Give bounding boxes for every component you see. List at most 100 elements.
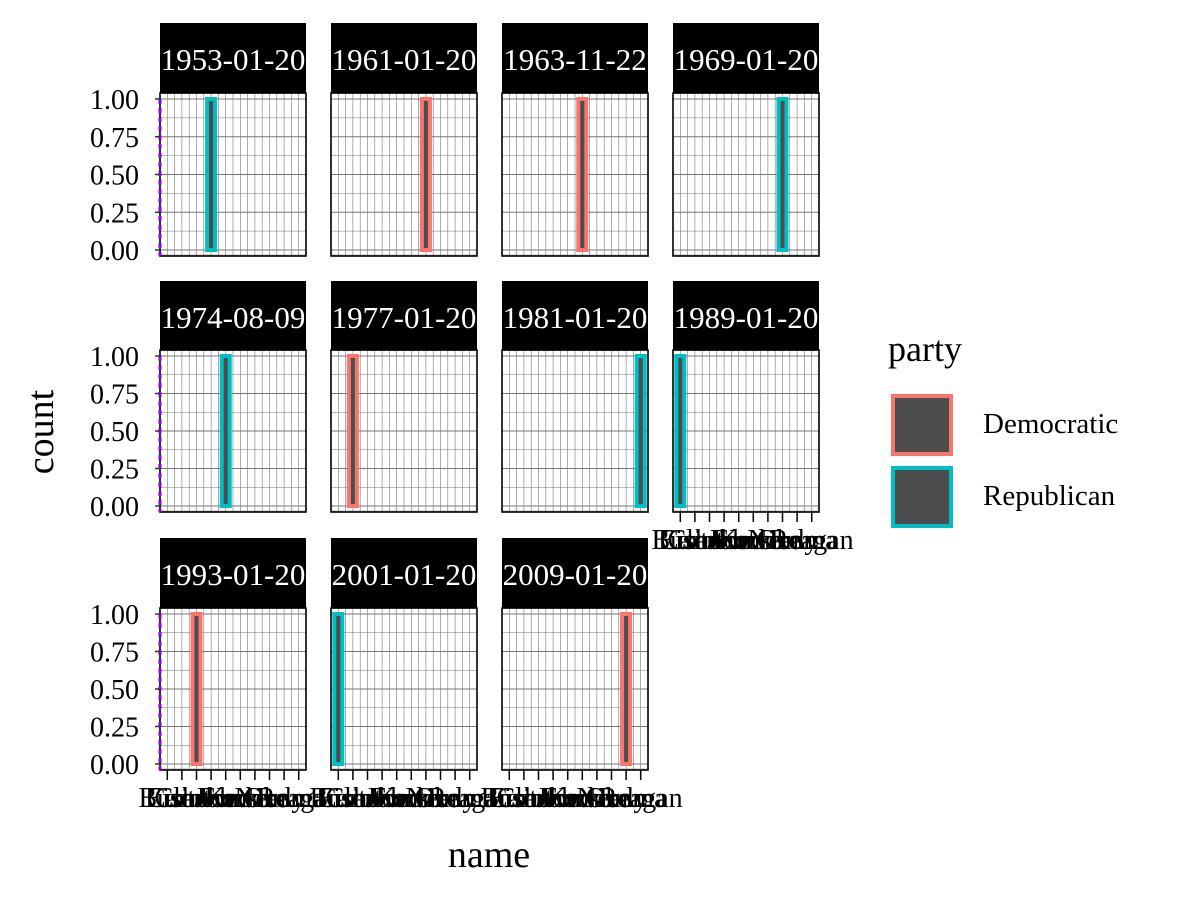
bar-johnson-1963-11-22 (576, 97, 589, 252)
y-tick-label: 0.50 (90, 161, 139, 192)
panel-1963-11-22-strip-label: 1963-11-22 (503, 42, 647, 77)
x-tick-label-kennedy: Kennedy (375, 783, 476, 814)
x-tick-label-carter: Carter (318, 783, 389, 814)
panel-1969-01-20-grid (672, 93, 820, 256)
y-tick-label: 0.75 (90, 380, 139, 411)
panel-1953-01-20: 1953-01-20 (159, 23, 307, 257)
panel-1961-01-20-strip-label: 1961-01-20 (332, 42, 477, 77)
panel-1977-01-20-strip (331, 281, 477, 350)
panel-1977-01-20-strip-label: 1977-01-20 (332, 300, 477, 335)
y-tick-label: 0.25 (90, 455, 139, 486)
x-tick-label-bush: Bush (481, 783, 539, 814)
panel-1981-01-20: 1981-01-20 (501, 281, 649, 513)
panel-1981-01-20-grid (501, 350, 649, 512)
y-tick-label: 0.25 (90, 198, 139, 229)
y-tick-label: 0.00 (90, 236, 139, 267)
panel-1989-01-20-strip-label: 1989-01-20 (674, 300, 819, 335)
legend-label-democratic: Democratic (983, 408, 1119, 440)
legend-item-democratic: Democratic (886, 394, 1186, 464)
x-tick-label-carter: Carter (489, 783, 560, 814)
y-tick-label: 0.50 (90, 417, 139, 448)
x-tick-label-bush: Bush (652, 525, 710, 556)
panel-1989-01-20-border (672, 349, 820, 513)
panel-1993-01-20-strip (160, 538, 306, 608)
panel-1974-08-09-strip (160, 281, 306, 350)
y-axis-title: count (20, 389, 62, 474)
x-tick-label-johnson: Johnson (365, 783, 457, 814)
bar-reagan-1981-01-20 (634, 354, 647, 508)
panel-1963-11-22-border (501, 92, 649, 257)
panel-1961-01-20-grid (330, 93, 478, 256)
panel-1977-01-20: 1977-01-20 (330, 281, 478, 513)
x-tick-label-ford: Ford (199, 783, 252, 814)
panel-2001-01-20-strip-label: 2001-01-20 (332, 557, 477, 592)
panel-2009-01-20-border (501, 607, 649, 771)
panel-1963-11-22-grid (501, 93, 649, 256)
legend-key-democratic (891, 394, 953, 456)
panel-1961-01-20-border (330, 92, 478, 257)
y-tick-label: 0.00 (90, 750, 139, 781)
x-tick-label-ford: Ford (712, 525, 765, 556)
x-tick-label-johnson: Johnson (707, 525, 799, 556)
legend-item-republican: Republican (886, 466, 1186, 536)
x-tick-label-obama: Obama (244, 783, 325, 814)
panel-1961-01-20-strip (331, 23, 477, 93)
x-tick-label-nixon: Nixon (235, 783, 305, 814)
x-tick-label-carter: Carter (660, 525, 731, 556)
panel-1974-08-09-grid (159, 350, 307, 512)
x-tick-label-bush: Bush (310, 783, 368, 814)
legend-key-republican (891, 466, 953, 528)
panel-1981-01-20-strip (502, 281, 648, 350)
x-tick-label-clinton: Clinton (154, 783, 238, 814)
x-axis-panel-2009-01-20: BushCarterClintonEisenhowerFordJohnsonKe… (481, 770, 683, 814)
bar-eisenhower-1953-01-20 (205, 97, 218, 252)
x-tick-label-eisenhower: Eisenhower (145, 783, 278, 814)
panel-1989-01-20: 1989-01-20 (672, 281, 820, 513)
x-tick-label-clinton: Clinton (325, 783, 409, 814)
x-axis-panel-2001-01-20: BushCarterClintonEisenhowerFordJohnsonKe… (310, 770, 512, 814)
y-tick-label: 1.00 (90, 342, 139, 373)
panel-1953-01-20-strip-label: 1953-01-20 (161, 42, 306, 77)
x-tick-label-clinton: Clinton (496, 783, 580, 814)
legend-label-republican: Republican (983, 480, 1116, 512)
x-tick-label-johnson: Johnson (536, 783, 628, 814)
bar-ford-1974-08-09 (219, 354, 232, 508)
panel-1993-01-20-grid (159, 608, 307, 770)
panel-2009-01-20: 2009-01-20 (501, 538, 649, 771)
bar-nixon-1969-01-20 (776, 97, 789, 252)
bar-carter-1977-01-20 (346, 354, 359, 508)
y-tick-label: 0.75 (90, 123, 139, 154)
bar-bush-1989-01-20 (674, 354, 687, 508)
x-axis-panel-1993-01-20: BushCarterClintonEisenhowerFordJohnsonKe… (139, 770, 341, 814)
x-tick-label-obama: Obama (757, 525, 838, 556)
panel-2009-01-20-strip (502, 538, 648, 608)
panel-2001-01-20: 2001-01-20 (330, 538, 478, 771)
x-axis-title: name (448, 834, 530, 876)
x-axis-panel-1989-01-20: BushCarterClintonEisenhowerFordJohnsonKe… (652, 512, 854, 556)
panel-2001-01-20-grid (330, 608, 478, 770)
x-tick-label-carter: Carter (147, 783, 218, 814)
y-tick-label: 1.00 (90, 85, 139, 116)
panel-1989-01-20-grid (672, 350, 820, 512)
x-tick-label-johnson: Johnson (194, 783, 286, 814)
panel-1963-11-22-strip (502, 23, 648, 93)
x-tick-label-reagan: Reagan (257, 783, 341, 814)
panel-1993-01-20-strip-label: 1993-01-20 (161, 557, 306, 592)
x-tick-label-reagan: Reagan (428, 783, 512, 814)
panel-1963-11-22: 1963-11-22 (501, 23, 649, 257)
x-tick-label-kennedy: Kennedy (546, 783, 647, 814)
panel-1961-01-20: 1961-01-20 (330, 23, 478, 257)
y-tick-label: 0.50 (90, 675, 139, 706)
y-axis-row-2: 0.00 0.25 0.50 0.75 1.00 (90, 342, 162, 523)
x-tick-label-nixon: Nixon (406, 783, 476, 814)
panel-1974-08-09-strip-label: 1974-08-09 (161, 300, 306, 335)
x-tick-label-nixon: Nixon (748, 525, 818, 556)
x-tick-label-obama: Obama (415, 783, 496, 814)
x-tick-label-obama: Obama (586, 783, 667, 814)
y-axis-row-1: 0.00 0.25 0.50 0.75 1.00 (90, 85, 162, 267)
x-tick-label-ford: Ford (541, 783, 594, 814)
panel-1969-01-20-strip-label: 1969-01-20 (674, 42, 819, 77)
panel-2001-01-20-border (330, 607, 478, 771)
x-tick-label-nixon: Nixon (577, 783, 647, 814)
